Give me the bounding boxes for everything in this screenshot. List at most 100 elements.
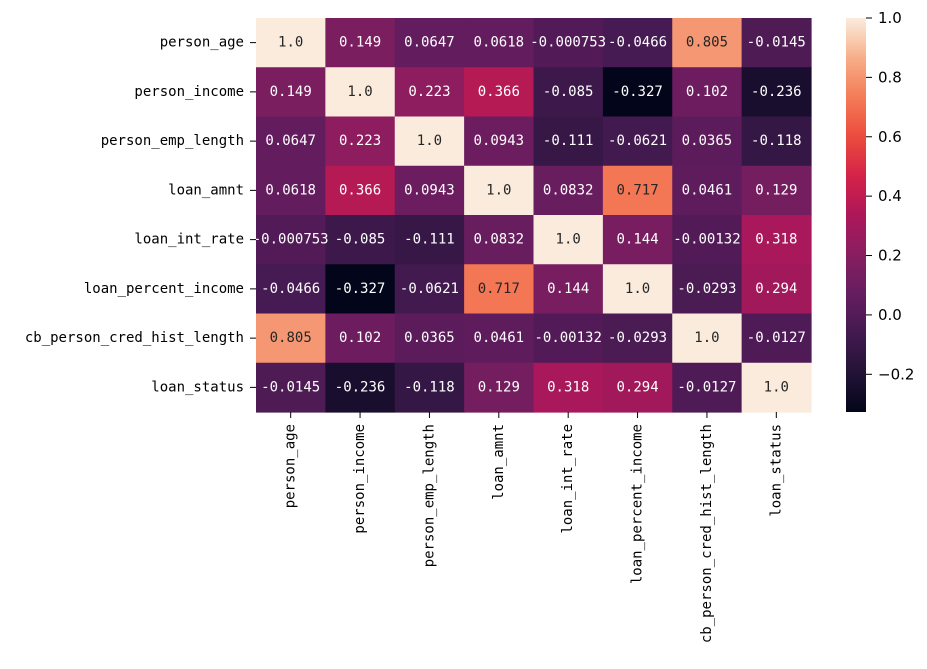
heatmap-cell (394, 18, 465, 68)
cell-annotation: 0.0647 (404, 35, 455, 51)
heatmap-cell (394, 116, 465, 167)
cell-annotation: -0.236 (335, 379, 386, 395)
heatmap-cell (672, 362, 743, 413)
cell-annotation: 0.318 (547, 379, 589, 395)
heatmap-cell (464, 215, 535, 265)
cell-annotation: -0.0145 (747, 35, 806, 51)
y-tick-label: loan_int_rate (134, 232, 244, 248)
cell-annotation: 0.0647 (265, 133, 316, 149)
heatmap-cell (325, 313, 396, 364)
cell-annotation: 0.294 (616, 379, 658, 395)
colorbar: 1.0 0.8 0.6 0.4 0.2 0.0 −0.2 (846, 9, 914, 412)
heatmap-cell (672, 215, 743, 265)
y-tick-label: loan_percent_income (84, 281, 244, 297)
cell-annotation: -0.0145 (261, 379, 320, 395)
x-tick-label: loan_status (768, 424, 784, 517)
heatmap-cell (741, 215, 812, 265)
y-tick-label: cb_person_cred_hist_length (25, 330, 244, 346)
heatmap-cell (464, 264, 535, 315)
cell-annotation: -0.327 (335, 281, 386, 297)
cell-annotation: 1.0 (694, 330, 719, 346)
cell-annotation: -0.0466 (608, 35, 667, 51)
y-axis-labels: person_age person_income person_emp_length… (25, 35, 256, 395)
heatmap-cell (256, 165, 326, 216)
heatmap-cell (533, 116, 604, 167)
cell-annotation: -0.00132 (673, 232, 740, 248)
y-tick-label: loan_status (151, 379, 244, 395)
cell-annotation: -0.327 (612, 84, 663, 100)
cell-annotation: -0.0293 (677, 281, 736, 297)
x-tick-label: person_emp_length (421, 424, 437, 567)
x-tick-label: loan_int_rate (560, 424, 576, 534)
cell-annotation: 0.0461 (682, 182, 733, 198)
cell-annotation: 1.0 (278, 35, 303, 51)
colorbar-tick-label: 0.6 (878, 128, 902, 146)
heatmap-cell (533, 215, 604, 265)
heatmap-cell (256, 215, 326, 265)
colorbar-tick-label: 0.2 (878, 247, 902, 265)
heatmap-cell (741, 18, 812, 68)
colorbar-tick-label: 1.0 (878, 9, 902, 27)
cell-annotation: 0.294 (755, 281, 797, 297)
heatmap-cell (256, 362, 326, 413)
heatmap-cell (602, 67, 673, 118)
heatmap-cell (325, 67, 396, 118)
heatmap-cell (741, 264, 812, 315)
cell-annotation: 0.223 (339, 133, 381, 149)
heatmap-cell (394, 264, 465, 315)
cell-annotation: -0.0621 (608, 133, 667, 149)
heatmap-cell (256, 67, 326, 118)
heatmap-cell (672, 116, 743, 167)
cell-annotation: 0.0365 (682, 133, 733, 149)
heatmap-cell (256, 313, 326, 364)
cell-annotation: 0.144 (616, 232, 658, 248)
cell-annotation: 1.0 (347, 84, 372, 100)
heatmap-cell (533, 165, 604, 216)
heatmap-cell (602, 313, 673, 364)
heatmap-cell (602, 362, 673, 413)
heatmap-cell (533, 264, 604, 315)
cell-annotation: 1.0 (556, 232, 581, 248)
cell-annotation: 0.149 (339, 35, 381, 51)
heatmap-cell (602, 215, 673, 265)
heatmap-cell (325, 362, 396, 413)
x-tick-label: person_income (352, 424, 368, 534)
cell-annotation: 0.0461 (474, 330, 525, 346)
cell-annotation: -0.0621 (400, 281, 459, 297)
heatmap-cell (464, 18, 535, 68)
heatmap-cell (464, 67, 535, 118)
heatmap-cell (602, 165, 673, 216)
heatmap-cell (602, 264, 673, 315)
heatmap-cell (533, 18, 604, 68)
cell-annotation: -0.111 (404, 232, 455, 248)
heatmap-cell (394, 67, 465, 118)
cell-annotation: -0.118 (404, 379, 455, 395)
cell-annotation: -0.0293 (608, 330, 667, 346)
cell-annotation: -0.085 (335, 232, 386, 248)
colorbar-tick-label: 0.0 (878, 306, 902, 324)
heatmap-cell (533, 67, 604, 118)
cell-annotation: 0.805 (686, 35, 728, 51)
cell-annotation: 0.0832 (474, 232, 525, 248)
cell-annotation: -0.236 (751, 84, 802, 100)
y-tick-label: person_age (160, 35, 244, 51)
cell-annotation: -0.0127 (677, 379, 736, 395)
y-tick-label: loan_amnt (168, 182, 244, 198)
heatmap-cell (394, 313, 465, 364)
heatmap-cell (741, 362, 812, 413)
heatmap-cell (464, 116, 535, 167)
cell-annotation: 0.0943 (474, 133, 525, 149)
colorbar-tick-label: 0.8 (878, 68, 902, 86)
heatmap-cell (741, 313, 812, 364)
cell-annotation: 0.805 (270, 330, 312, 346)
cell-annotation: -0.111 (543, 133, 594, 149)
y-tick-label: person_emp_length (101, 133, 244, 149)
heatmap-cells (256, 18, 812, 413)
heatmap-cell (256, 18, 326, 68)
heatmap-cell (672, 313, 743, 364)
x-tick-label: person_age (283, 424, 299, 508)
heatmap-cell (325, 264, 396, 315)
cell-annotation: 1.0 (486, 182, 511, 198)
y-tick-label: person_income (134, 84, 244, 100)
heatmap-cell (325, 215, 396, 265)
